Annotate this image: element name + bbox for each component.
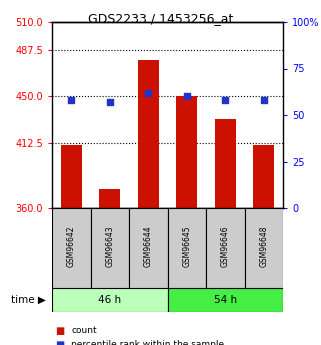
- Point: [223, 97, 228, 103]
- Bar: [245, 208, 283, 288]
- Text: count: count: [71, 326, 97, 335]
- Text: percentile rank within the sample: percentile rank within the sample: [71, 340, 224, 345]
- Point: [184, 93, 189, 99]
- Text: ■: ■: [55, 326, 65, 336]
- Text: GDS2233 / 1453256_at: GDS2233 / 1453256_at: [88, 12, 233, 25]
- Bar: [99, 189, 120, 208]
- Text: 54 h: 54 h: [214, 295, 237, 305]
- Point: [146, 90, 151, 96]
- Text: 46 h: 46 h: [98, 295, 121, 305]
- Bar: [138, 60, 159, 208]
- Point: [69, 97, 74, 103]
- Bar: [206, 208, 245, 288]
- Bar: [253, 145, 274, 208]
- Point: [107, 99, 112, 105]
- Bar: [61, 145, 82, 208]
- Bar: [91, 208, 129, 288]
- Bar: [176, 96, 197, 208]
- Text: GSM96648: GSM96648: [259, 226, 268, 267]
- Text: time ▶: time ▶: [11, 295, 46, 305]
- Text: GSM96645: GSM96645: [182, 226, 191, 267]
- Text: GSM96646: GSM96646: [221, 226, 230, 267]
- Bar: [168, 208, 206, 288]
- Text: GSM96642: GSM96642: [67, 226, 76, 267]
- Text: ■: ■: [55, 340, 65, 345]
- Point: [261, 97, 266, 103]
- Bar: [52, 208, 91, 288]
- Text: GSM96644: GSM96644: [144, 226, 153, 267]
- Bar: [215, 119, 236, 208]
- Bar: [168, 288, 283, 312]
- Bar: [52, 288, 168, 312]
- Bar: [129, 208, 168, 288]
- Text: GSM96643: GSM96643: [105, 226, 114, 267]
